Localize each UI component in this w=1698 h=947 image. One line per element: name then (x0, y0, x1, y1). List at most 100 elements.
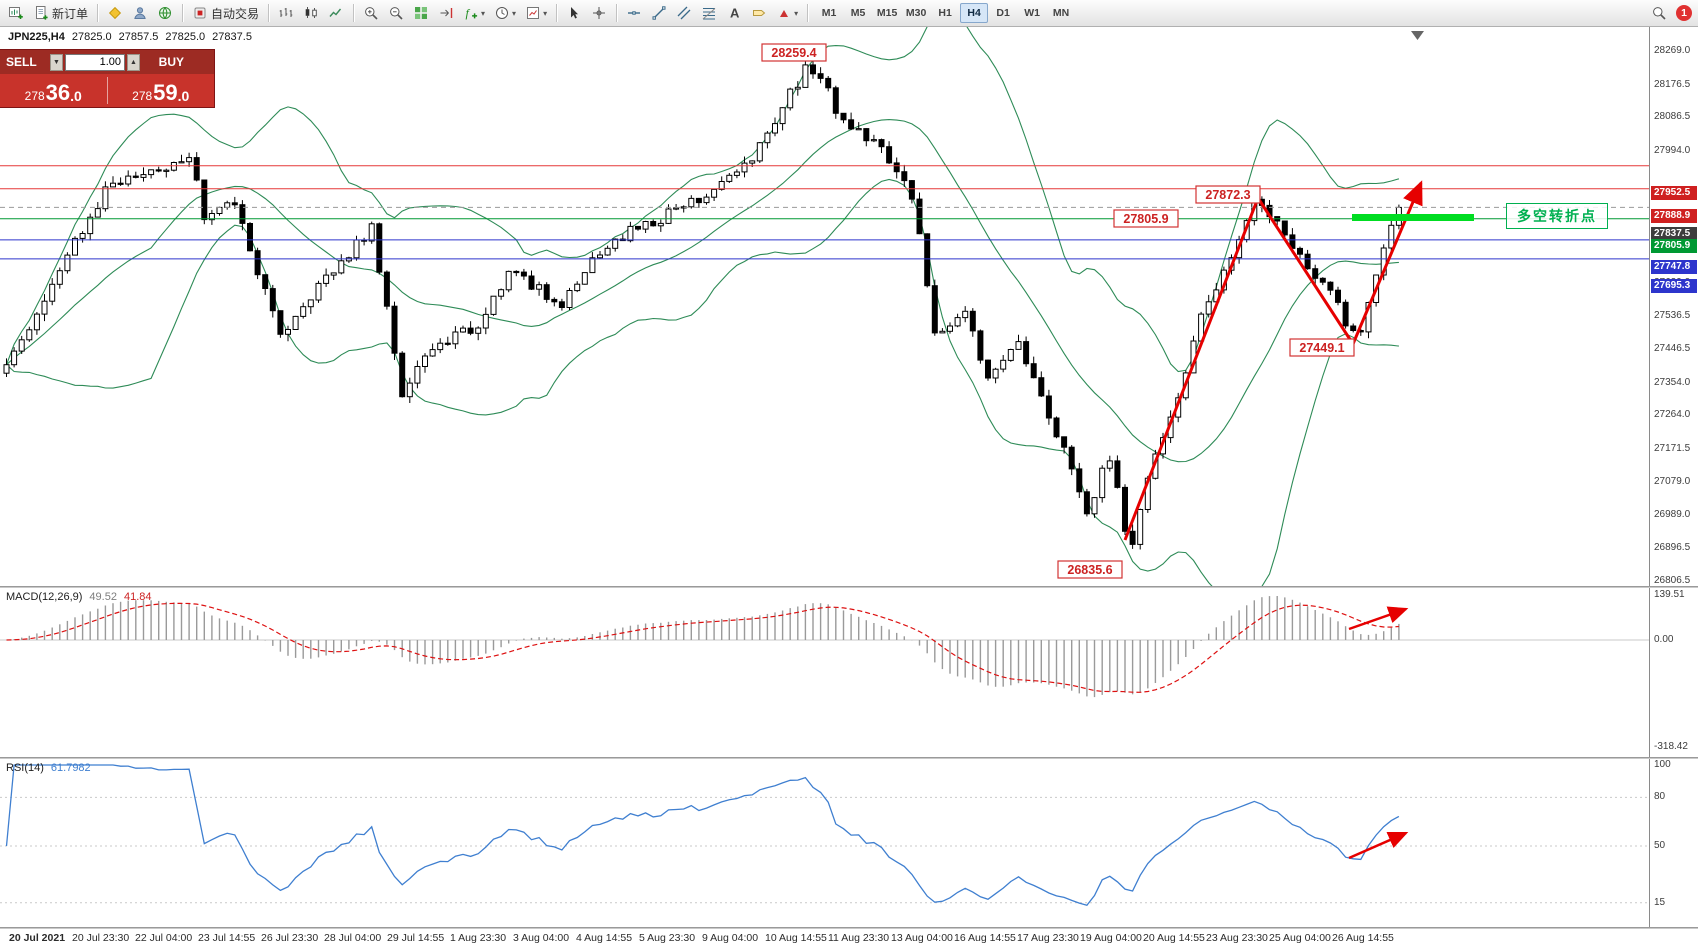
timeframe-m5[interactable]: M5 (850, 7, 866, 19)
time-label: 29 Jul 14:55 (387, 932, 445, 944)
fibonacci-icon (702, 8, 716, 20)
price-badge: 27805.9 (1651, 238, 1697, 253)
axis-tick: 28269.0 (1654, 45, 1691, 56)
auto-trading-icon (194, 7, 206, 19)
notification-badge[interactable]: 1 (1676, 5, 1692, 21)
trendline-button[interactable] (647, 2, 671, 24)
macd-name: MACD(12,26,9) (6, 591, 83, 603)
rsi-label: RSI(14) 61.7982 (6, 762, 91, 774)
price-axis[interactable]: 28269.028176.528086.527994.027720.027629… (1650, 27, 1698, 929)
time-label: 23 Aug 23:30 (1206, 932, 1268, 944)
timeframe-m30[interactable]: M30 (905, 7, 927, 19)
volume-input[interactable] (65, 53, 125, 71)
auto-trading-label: 自动交易 (211, 6, 260, 21)
time-label: 23 Jul 14:55 (198, 932, 256, 944)
buy-price-frac: .0 (177, 88, 190, 104)
axis-tick: 27446.5 (1654, 343, 1691, 355)
text-icon: A (730, 6, 740, 21)
tile-windows-button[interactable] (409, 2, 433, 24)
time-label: 19 Aug 04:00 (1080, 932, 1142, 944)
svg-text:A: A (730, 6, 740, 21)
text-button[interactable]: A (722, 2, 746, 24)
axis-tick: 28086.5 (1654, 111, 1691, 123)
symbol-ohlc-info: JPN225,H4 27825.0 27857.5 27825.0 27837.… (8, 31, 252, 43)
volume-increase-button[interactable]: ▲ (127, 53, 140, 71)
toolbar-separator (97, 4, 99, 22)
zoom-out-button[interactable] (384, 2, 408, 24)
price-badge: 27747.8 (1651, 259, 1697, 274)
fibonacci-button[interactable] (697, 2, 721, 24)
cursor-icon (571, 7, 579, 19)
templates-button[interactable]: ▾ (521, 2, 551, 24)
main-toolbar: 新订单 自动交易 f ▾ ▾ ▾ (0, 0, 1698, 27)
price-divider (106, 77, 108, 104)
market-button[interactable] (153, 2, 177, 24)
time-label: 1 Aug 23:30 (450, 932, 507, 944)
timeframe-w1[interactable]: W1 (1024, 7, 1040, 19)
new-chart-icon (9, 7, 23, 19)
macd-label: MACD(12,26,9) 49.52 41.84 (6, 591, 151, 603)
toolbar-separator (182, 4, 184, 22)
timeframe-m15[interactable]: M15 (876, 7, 898, 19)
timeframe-d1[interactable]: D1 (996, 7, 1010, 19)
line-chart-button[interactable] (324, 2, 348, 24)
accounts-button[interactable] (128, 2, 152, 24)
crosshair-button[interactable] (587, 2, 611, 24)
auto-trading-button[interactable]: 自动交易 (188, 2, 263, 24)
symbol-period: JPN225,H4 (8, 31, 65, 43)
rsi-name: RSI(14) (6, 762, 44, 774)
label-icon (753, 10, 766, 16)
mql-community-button[interactable] (103, 2, 127, 24)
indicators-button[interactable]: f ▾ (459, 2, 489, 24)
toolbar-separator (616, 4, 618, 22)
buy-price-big: 59 (153, 80, 178, 105)
timeframe-group: M1 M5 M15 M30 H1 H4 D1 W1 MN (815, 3, 1075, 23)
cursor-button[interactable] (562, 2, 586, 24)
timeframe-h1[interactable]: H1 (938, 7, 952, 19)
timeframe-h4[interactable]: H4 (960, 3, 989, 23)
macd-value-signal: 41.84 (123, 591, 152, 603)
crosshair-icon (593, 7, 606, 19)
new-order-button[interactable]: 新订单 (29, 2, 92, 24)
zoom-in-button[interactable] (359, 2, 383, 24)
notification-count: 1 (1681, 7, 1687, 19)
axis-tick: 27079.0 (1654, 476, 1691, 488)
panel-splitter[interactable] (0, 586, 1698, 588)
axis-tick: 26896.5 (1654, 542, 1691, 554)
tile-windows-icon (415, 7, 428, 19)
periods-button[interactable]: ▾ (490, 2, 520, 24)
time-label: 20 Jul 2021 (9, 932, 66, 944)
macd-panel[interactable] (0, 588, 1650, 757)
axis-tick: 27994.0 (1654, 144, 1691, 156)
horizontal-line-button[interactable] (622, 2, 646, 24)
candlestick-button[interactable] (299, 2, 323, 24)
sell-price-button[interactable]: 278 36.0 (0, 74, 107, 107)
channel-button[interactable] (672, 2, 696, 24)
main-chart[interactable] (0, 27, 1650, 586)
timeframe-mn[interactable]: MN (1052, 7, 1070, 19)
panel-splitter[interactable] (0, 757, 1698, 759)
time-label: 16 Aug 14:55 (954, 932, 1016, 944)
volume-decrease-button[interactable]: ▼ (50, 53, 63, 71)
chart-shift-button[interactable] (434, 2, 458, 24)
zoom-in-icon (365, 7, 378, 20)
time-label: 22 Jul 04:00 (135, 932, 193, 944)
buy-price-button[interactable]: 278 59.0 (108, 74, 215, 107)
ohlc-high: 27857.5 (118, 31, 159, 43)
time-label: 9 Aug 04:00 (702, 932, 759, 944)
axis-border (1649, 27, 1650, 927)
new-chart-button[interactable] (4, 2, 28, 24)
toolbar-separator (807, 4, 809, 22)
text-label-button[interactable] (747, 2, 771, 24)
turning-point-label[interactable]: 多空转折点 (1506, 203, 1608, 229)
search-button[interactable] (1647, 2, 1671, 24)
price-badge: 27837.5 (1651, 227, 1697, 242)
time-axis[interactable]: 20 Jul 2021 20 Jul 23:30 22 Jul 04:00 23 Ju… (0, 929, 1698, 947)
rsi-panel[interactable] (0, 759, 1650, 927)
toolbar-separator (353, 4, 355, 22)
bar-chart-button[interactable] (274, 2, 298, 24)
timeframe-m1[interactable]: M1 (821, 7, 837, 19)
arrows-button[interactable]: ▾ (772, 2, 802, 24)
axis-tick: 27171.5 (1654, 442, 1691, 454)
